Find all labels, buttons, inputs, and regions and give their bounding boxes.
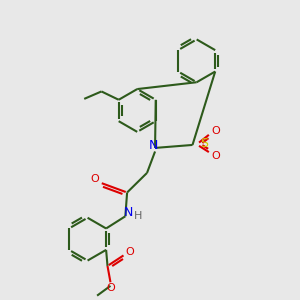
Text: O: O [106, 283, 115, 293]
Text: S: S [200, 137, 208, 150]
Text: O: O [211, 126, 220, 136]
Text: O: O [125, 247, 134, 256]
Text: H: H [134, 211, 142, 221]
Text: N: N [149, 139, 158, 152]
Text: O: O [211, 151, 220, 161]
Text: O: O [90, 174, 99, 184]
Text: N: N [124, 206, 134, 219]
